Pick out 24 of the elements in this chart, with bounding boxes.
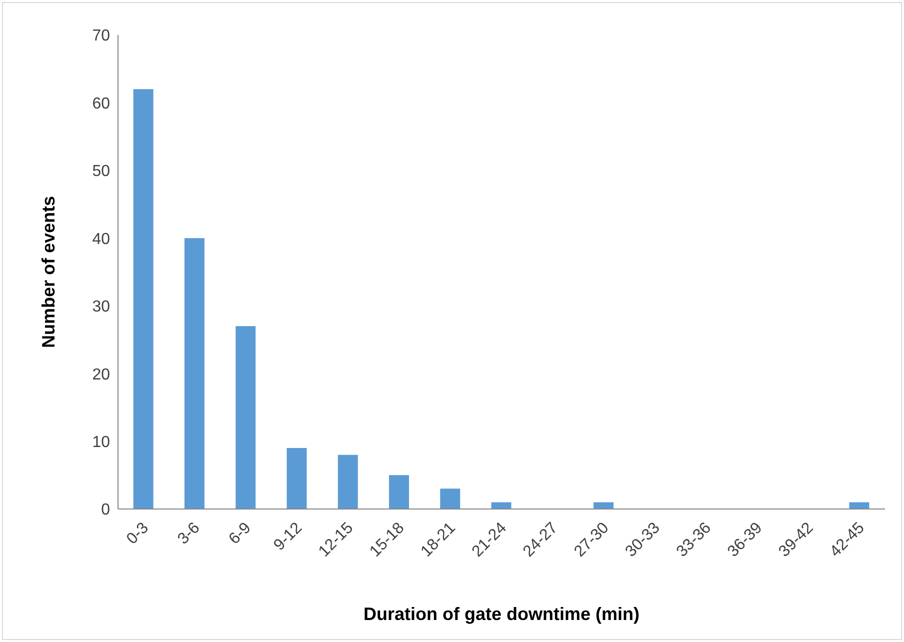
bar bbox=[594, 502, 614, 509]
y-tick-label: 50 bbox=[92, 163, 110, 180]
bar bbox=[286, 448, 307, 509]
bar bbox=[440, 488, 460, 509]
y-axis-title: Number of events bbox=[38, 196, 58, 348]
y-tick-label: 0 bbox=[101, 502, 110, 519]
x-tick-label: 9-12 bbox=[270, 519, 306, 554]
bar bbox=[338, 454, 358, 509]
bar bbox=[236, 326, 256, 509]
y-tick-label: 70 bbox=[92, 28, 110, 45]
x-tick-label: 6-9 bbox=[226, 519, 254, 548]
bar bbox=[849, 502, 870, 509]
x-tick-label: 0-3 bbox=[124, 519, 152, 548]
y-tick-label: 30 bbox=[92, 298, 110, 316]
y-tick-label: 60 bbox=[92, 95, 110, 112]
y-tick-label: 40 bbox=[92, 230, 110, 248]
x-tick-label: 3-6 bbox=[174, 519, 204, 548]
y-tick-label: 20 bbox=[92, 366, 110, 384]
bar bbox=[133, 89, 154, 509]
x-axis-title: Duration of gate downtime (min) bbox=[364, 604, 640, 624]
bar bbox=[389, 475, 410, 509]
y-tick-label: 10 bbox=[92, 434, 110, 451]
bar bbox=[491, 502, 512, 509]
bar bbox=[184, 238, 204, 509]
